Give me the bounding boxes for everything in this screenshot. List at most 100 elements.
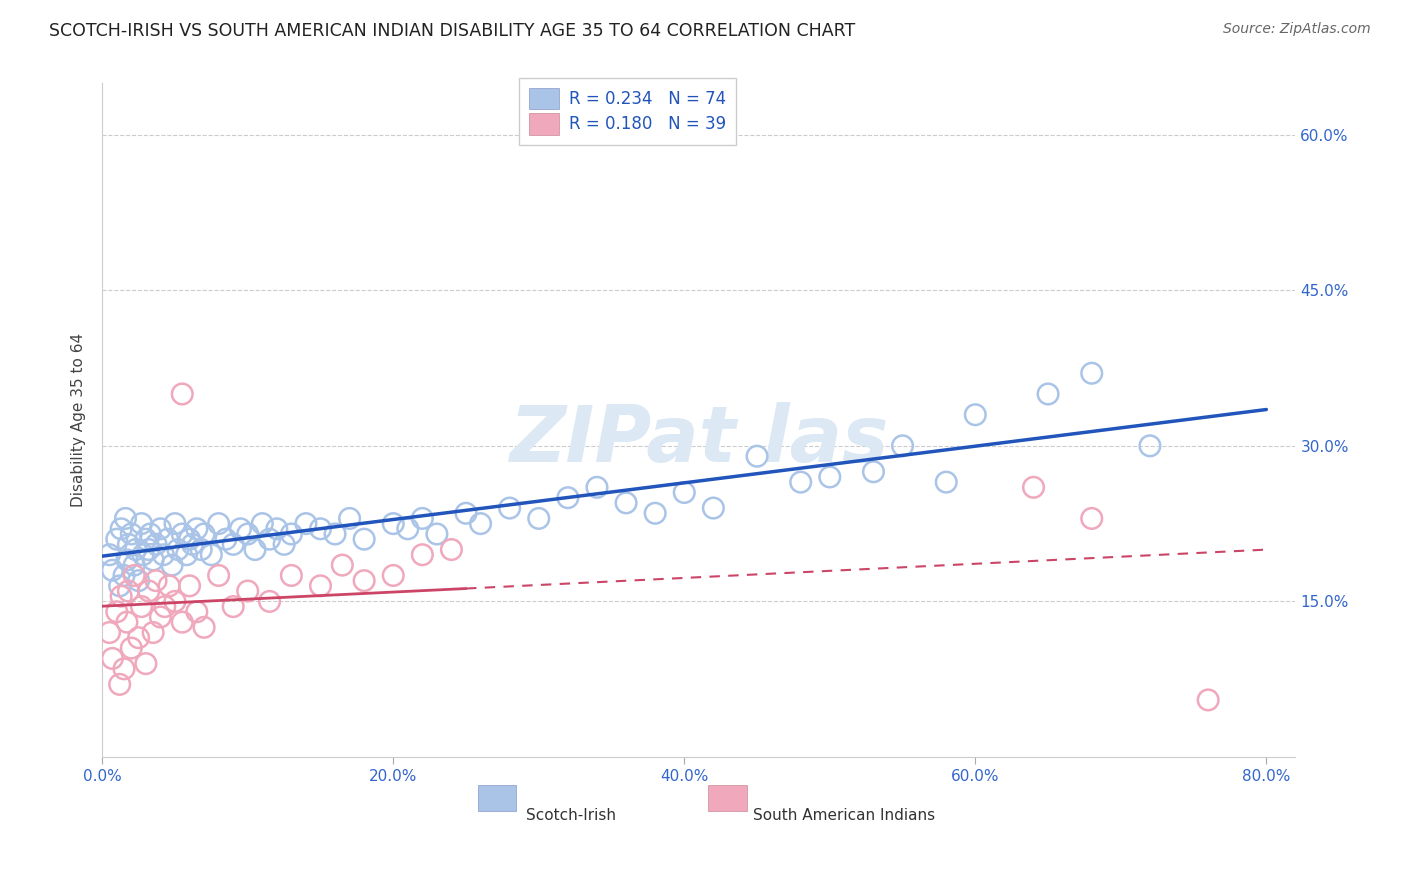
Point (108, 579, 131, 593)
Point (229, 522, 252, 536)
Point (149, 522, 172, 536)
Point (179, 579, 201, 593)
Point (207, 568, 229, 582)
Point (190, 542, 212, 557)
Point (172, 527, 194, 541)
Point (152, 548, 174, 562)
Point (186, 522, 208, 536)
Point (132, 548, 155, 562)
Point (382, 568, 405, 582)
Point (153, 599, 176, 614)
Point (426, 527, 449, 541)
Point (411, 511, 433, 525)
Point (156, 532, 179, 546)
Point (142, 625, 165, 640)
Point (138, 542, 160, 557)
Point (702, 501, 724, 516)
Point (172, 615, 194, 629)
Point (179, 532, 201, 546)
Point (120, 641, 142, 656)
Point (323, 527, 346, 541)
Point (644, 506, 666, 520)
Point (145, 574, 167, 588)
Point (1080, 366, 1102, 380)
Point (586, 480, 609, 494)
Point (614, 496, 637, 510)
Point (789, 475, 811, 490)
Point (498, 501, 520, 516)
Point (527, 511, 550, 525)
Text: South American Indians: South American Indians (752, 807, 935, 822)
FancyBboxPatch shape (709, 785, 747, 811)
Point (207, 516, 229, 531)
Point (122, 558, 145, 573)
Point (396, 522, 419, 536)
Point (108, 677, 131, 691)
Point (1197, 693, 1219, 707)
FancyBboxPatch shape (478, 785, 516, 811)
Point (222, 599, 245, 614)
Point (167, 542, 190, 557)
Point (149, 610, 172, 624)
Point (98, 625, 121, 640)
Point (105, 532, 128, 546)
Point (135, 532, 157, 546)
Point (117, 537, 139, 551)
Point (440, 542, 463, 557)
Point (139, 527, 162, 541)
Point (862, 465, 884, 479)
Point (673, 485, 696, 500)
Point (454, 506, 477, 520)
Point (105, 605, 128, 619)
Point (273, 537, 295, 551)
Point (122, 568, 145, 582)
Point (128, 631, 150, 645)
Point (131, 599, 153, 614)
Text: ZIPat las: ZIPat las (509, 402, 889, 478)
Point (411, 548, 433, 562)
Point (101, 651, 124, 665)
Point (1022, 480, 1045, 494)
Point (470, 516, 492, 531)
Point (98, 548, 121, 562)
Point (309, 579, 332, 593)
Point (157, 579, 180, 593)
Point (309, 522, 332, 536)
Point (339, 511, 361, 525)
Point (1139, 439, 1161, 453)
Text: Scotch-Irish: Scotch-Irish (526, 807, 616, 822)
Point (112, 568, 135, 582)
Point (818, 470, 841, 484)
Point (252, 516, 274, 531)
Point (112, 662, 135, 676)
Point (163, 594, 186, 608)
Point (160, 558, 183, 573)
Point (145, 537, 167, 551)
Point (236, 527, 259, 541)
Point (110, 522, 132, 536)
Point (193, 527, 215, 541)
Point (745, 449, 768, 463)
Point (142, 553, 165, 567)
Point (280, 527, 302, 541)
Point (935, 475, 957, 490)
Point (236, 584, 259, 599)
Point (101, 563, 124, 577)
Point (135, 657, 157, 671)
Point (128, 574, 150, 588)
Text: SCOTCH-IRISH VS SOUTH AMERICAN INDIAN DISABILITY AGE 35 TO 64 CORRELATION CHART: SCOTCH-IRISH VS SOUTH AMERICAN INDIAN DI… (49, 22, 855, 40)
Point (891, 439, 914, 453)
Point (243, 542, 266, 557)
Point (125, 542, 148, 557)
Point (295, 516, 318, 531)
Point (176, 548, 198, 562)
Point (353, 532, 375, 546)
Point (115, 615, 138, 629)
Point (222, 537, 245, 551)
Point (1080, 511, 1102, 525)
Point (138, 584, 160, 599)
Point (110, 589, 132, 603)
Point (353, 574, 375, 588)
Point (280, 568, 302, 582)
Point (115, 553, 138, 567)
